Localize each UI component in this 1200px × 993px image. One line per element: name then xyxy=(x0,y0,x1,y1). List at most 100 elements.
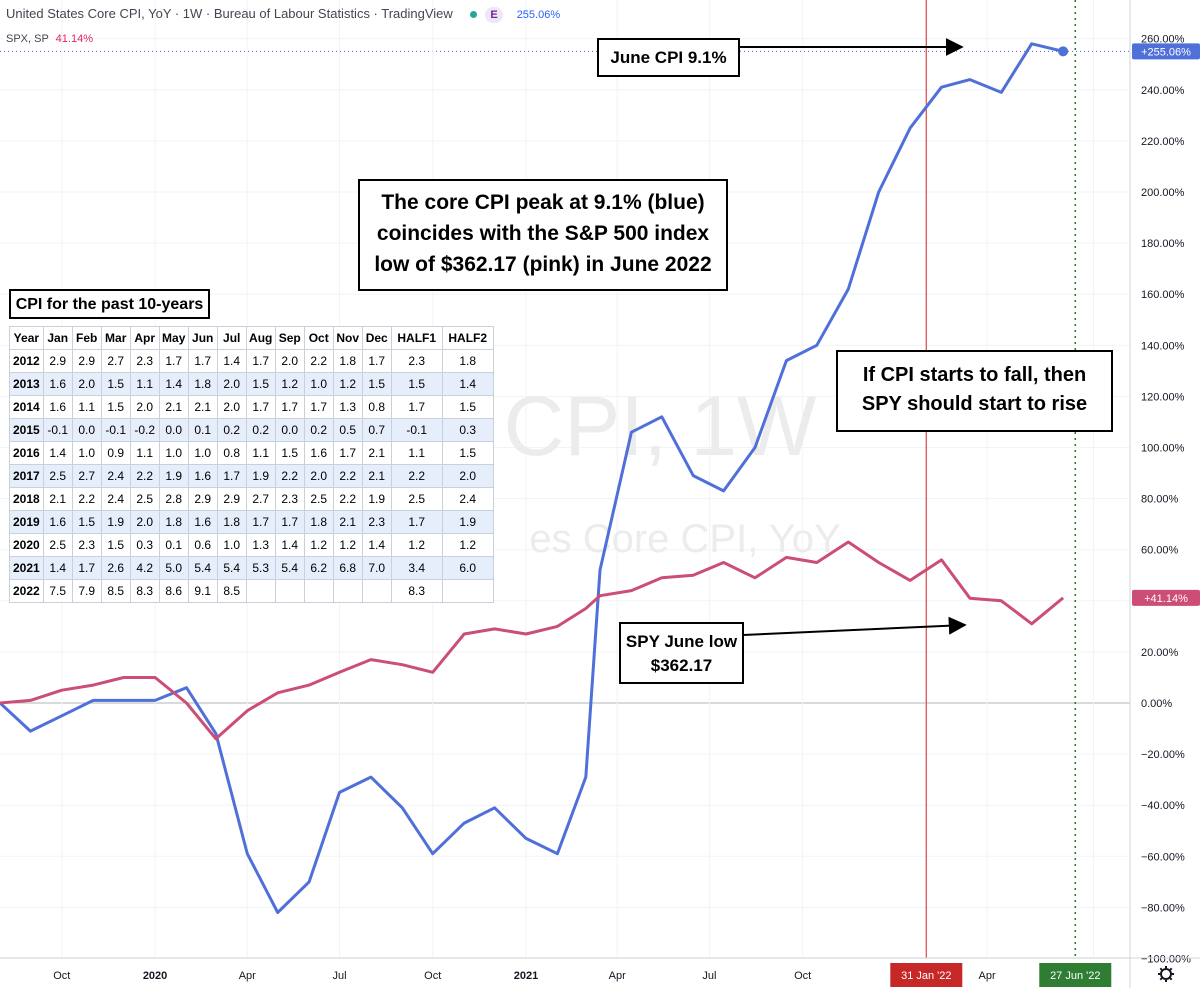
chart-header: United States Core CPI, YoY · 1W · Burea… xyxy=(6,6,560,23)
cpi-table-header-cell: Feb xyxy=(72,327,101,350)
cpi-table-cell: 1.6 xyxy=(188,465,217,488)
x-tick-label: Jul xyxy=(702,970,716,982)
cpi-table-cell xyxy=(362,580,391,603)
cpi-table-cell: 1.9 xyxy=(101,511,130,534)
cpi-table-year-cell: 2017 xyxy=(10,465,44,488)
cpi-table-year-cell: 2014 xyxy=(10,396,44,419)
cpi-table-cell: 8.5 xyxy=(217,580,246,603)
cpi-table-cell: 1.4 xyxy=(43,557,72,580)
cpi-table-cell: 2.1 xyxy=(333,511,362,534)
cpi-table-header-cell: Jan xyxy=(43,327,72,350)
x-tick-label: Oct xyxy=(53,970,70,982)
cpi-table-cell: 7.0 xyxy=(362,557,391,580)
x-tick-label: Oct xyxy=(794,970,811,982)
y-tick-label: 60.00% xyxy=(1141,545,1179,557)
y-tick-label: −80.00% xyxy=(1141,902,1185,914)
cpi-table-cell: 8.3 xyxy=(391,580,442,603)
cpi-table-cell: 0.2 xyxy=(246,419,275,442)
cpi-table-cell: 1.6 xyxy=(304,442,333,465)
x-tick-label: Apr xyxy=(979,970,996,982)
cpi-table-cell: 7.9 xyxy=(72,580,101,603)
cpi-table-cell: 6.0 xyxy=(442,557,493,580)
cpi-table-cell: 1.8 xyxy=(188,373,217,396)
cpi-table-cell: -0.1 xyxy=(101,419,130,442)
cpi-table-cell: 2.8 xyxy=(159,488,188,511)
cpi-table-cell: 1.5 xyxy=(275,442,304,465)
cpi-table-cell: 2.5 xyxy=(391,488,442,511)
cpi-table-cell: 1.5 xyxy=(362,373,391,396)
cpi-table-cell: 5.4 xyxy=(188,557,217,580)
if-cpi-line-2: SPY should start to rise xyxy=(838,390,1111,419)
cpi-table-cell: 1.2 xyxy=(304,534,333,557)
cpi-table-cell: 0.2 xyxy=(217,419,246,442)
cpi-table-cell: 2.0 xyxy=(130,511,159,534)
cpi-table-header-cell: Year xyxy=(10,327,44,350)
cpi-table-cell: 0.5 xyxy=(333,419,362,442)
earnings-badge[interactable]: E xyxy=(485,7,503,23)
cpi-table-cell: 2.0 xyxy=(130,396,159,419)
x-tick-label: 2020 xyxy=(143,970,167,982)
cpi-table-cell: 2.7 xyxy=(101,350,130,373)
cpi-table-cell: 1.3 xyxy=(246,534,275,557)
cpi-table-year-cell: 2013 xyxy=(10,373,44,396)
spx-label: SPX, SP xyxy=(6,33,49,45)
cpi-table-cell: 1.8 xyxy=(442,350,493,373)
y-axis[interactable]: 260.00%240.00%220.00%200.00%180.00%160.0… xyxy=(1130,0,1200,988)
cpi-table-cell: 2.2 xyxy=(333,488,362,511)
cpi-table-cell: 8.3 xyxy=(130,580,159,603)
cpi-table-year-cell: 2012 xyxy=(10,350,44,373)
spy-low-annotation: SPY June low $362.17 xyxy=(619,622,744,684)
cpi-table-cell: -0.1 xyxy=(43,419,72,442)
y-tick-label: −60.00% xyxy=(1141,851,1185,863)
cpi-table-cell: 1.7 xyxy=(275,511,304,534)
y-tick-label: 80.00% xyxy=(1141,494,1179,506)
cpi-table-cell: 2.5 xyxy=(304,488,333,511)
cpi-table-cell xyxy=(275,580,304,603)
cpi-table-cell: 1.2 xyxy=(442,534,493,557)
cpi-table-cell: 1.7 xyxy=(159,350,188,373)
cpi-table-cell: 2.3 xyxy=(362,511,391,534)
cpi-table-cell: 1.9 xyxy=(159,465,188,488)
cpi-table-cell: 0.0 xyxy=(275,419,304,442)
x-axis[interactable]: Oct2020AprJulOct2021AprJulOctApr1531 Jan… xyxy=(0,958,1200,987)
cpi-table-cell: 0.6 xyxy=(188,534,217,557)
spy-low-line-2: $362.17 xyxy=(621,654,742,678)
cpi-table-header-cell: Jul xyxy=(217,327,246,350)
cpi-table-cell: 0.3 xyxy=(442,419,493,442)
cpi-table-cell: 1.8 xyxy=(304,511,333,534)
cpi-table-header-cell: HALF2 xyxy=(442,327,493,350)
cpi-table-cell: 1.5 xyxy=(101,373,130,396)
cpi-table-cell: 1.5 xyxy=(442,396,493,419)
peak-line-1: The core CPI peak at 9.1% (blue) xyxy=(360,187,726,218)
cpi-table-cell: 2.0 xyxy=(217,373,246,396)
cpi-table-cell: 0.8 xyxy=(217,442,246,465)
cpi-table-cell xyxy=(304,580,333,603)
cpi-table-cell: 1.2 xyxy=(333,534,362,557)
cpi-table-header-cell: Nov xyxy=(333,327,362,350)
cpi-table-cell: 1.7 xyxy=(72,557,101,580)
cpi-table-cell: 2.2 xyxy=(391,465,442,488)
cpi-table-cell: 2.4 xyxy=(101,465,130,488)
peak-annotation: The core CPI peak at 9.1% (blue) coincid… xyxy=(358,179,728,291)
spx-legend: SPX, SP 41.14% xyxy=(6,33,93,45)
status-dot-icon xyxy=(470,11,477,18)
marker-date-label: 31 Jan '22 xyxy=(901,970,951,982)
cpi-table-year-cell: 2020 xyxy=(10,534,44,557)
y-tick-label: 160.00% xyxy=(1141,289,1185,301)
gear-icon[interactable] xyxy=(1158,966,1174,982)
cpi-table-cell: 6.8 xyxy=(333,557,362,580)
y-tick-label: 140.00% xyxy=(1141,340,1185,352)
cpi-table-cell: 2.5 xyxy=(130,488,159,511)
cpi-table-cell: 7.5 xyxy=(43,580,72,603)
cpi-table-cell: 1.7 xyxy=(188,350,217,373)
cpi-table-title: CPI for the past 10-years xyxy=(9,289,210,319)
cpi-table-cell: 2.5 xyxy=(43,534,72,557)
y-tick-label: −20.00% xyxy=(1141,749,1185,761)
if-cpi-annotation: If CPI starts to fall, then SPY should s… xyxy=(836,350,1113,432)
cpi-table-cell: 1.4 xyxy=(43,442,72,465)
